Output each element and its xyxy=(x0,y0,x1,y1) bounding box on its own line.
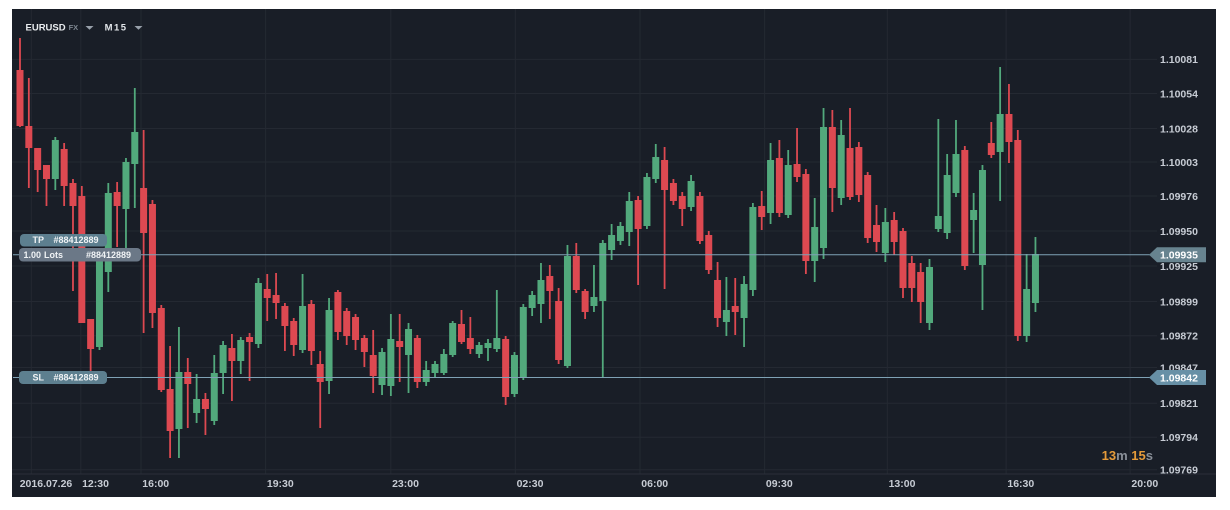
svg-text:1.09872: 1.09872 xyxy=(1160,331,1198,343)
svg-text:#88412889: #88412889 xyxy=(54,373,99,383)
svg-text:09:30: 09:30 xyxy=(766,478,793,490)
svg-text:SL: SL xyxy=(33,373,45,383)
svg-text:1.09899: 1.09899 xyxy=(1160,296,1198,308)
svg-text:1.10054: 1.10054 xyxy=(1160,88,1198,100)
svg-text:1.09842: 1.09842 xyxy=(1160,372,1198,384)
svg-text:1.09794: 1.09794 xyxy=(1160,432,1198,444)
svg-text:EURUSD: EURUSD xyxy=(26,22,66,33)
svg-text:1.00: 1.00 xyxy=(24,250,42,260)
svg-text:#88412889: #88412889 xyxy=(86,250,131,260)
svg-text:19:30: 19:30 xyxy=(267,478,294,490)
svg-text:16:30: 16:30 xyxy=(1007,478,1034,490)
svg-text:TP: TP xyxy=(33,235,45,245)
svg-text:Lots: Lots xyxy=(44,250,63,260)
svg-text:02:30: 02:30 xyxy=(517,478,544,490)
svg-text:13m 15s: 13m 15s xyxy=(1102,448,1153,463)
svg-text:#88412889: #88412889 xyxy=(54,235,99,245)
svg-text:1.09769: 1.09769 xyxy=(1160,465,1198,477)
svg-text:2016.07.26: 2016.07.26 xyxy=(20,478,73,490)
svg-text:20:00: 20:00 xyxy=(1131,478,1158,490)
svg-text:1.09821: 1.09821 xyxy=(1160,398,1198,410)
svg-text:1.09950: 1.09950 xyxy=(1160,226,1198,238)
svg-text:1.09976: 1.09976 xyxy=(1160,191,1198,203)
svg-text:12:30: 12:30 xyxy=(82,478,109,490)
svg-text:1.09925: 1.09925 xyxy=(1160,261,1198,273)
svg-text:1.10028: 1.10028 xyxy=(1160,123,1198,135)
svg-text:23:00: 23:00 xyxy=(392,478,419,490)
svg-text:FX: FX xyxy=(69,23,79,32)
svg-text:1.10081: 1.10081 xyxy=(1160,54,1198,66)
svg-text:13:00: 13:00 xyxy=(889,478,916,490)
svg-text:16:00: 16:00 xyxy=(142,478,169,490)
svg-text:06:00: 06:00 xyxy=(641,478,668,490)
svg-text:1.09935: 1.09935 xyxy=(1160,250,1198,262)
svg-text:1.10003: 1.10003 xyxy=(1160,157,1198,169)
svg-text:M15: M15 xyxy=(105,22,128,33)
